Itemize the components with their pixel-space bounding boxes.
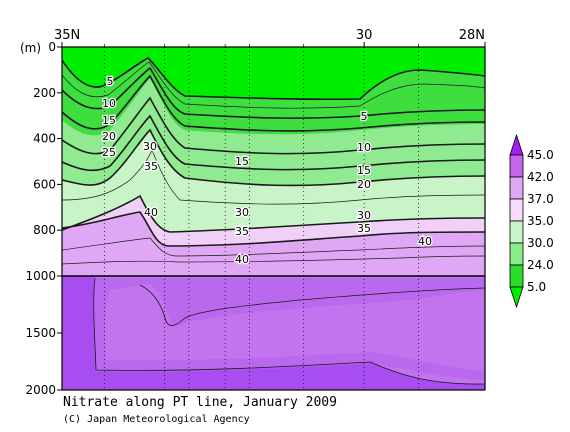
contour-line-45 (139, 284, 485, 326)
contour-line-20 (62, 96, 485, 155)
contour-label: 35 (235, 225, 249, 238)
contour-label: 35 (357, 222, 371, 235)
contour-label: 40 (235, 253, 249, 266)
contour-lines (62, 57, 485, 385)
contour-label: 20 (357, 178, 371, 191)
colorbar-level-label: 42.0 (527, 170, 554, 184)
contour-line-fine-a (62, 61, 485, 109)
contour-label: 30 (235, 206, 249, 219)
y-tick-label: 1000 (25, 269, 56, 283)
colorbar-level-label: 24.0 (527, 258, 554, 272)
contour-line-30 (62, 128, 485, 187)
y-unit-label: (m) (20, 41, 41, 55)
contour-label: 35 (144, 160, 158, 173)
band-fill-35-37 (62, 196, 485, 246)
colorbar-segment (509, 176, 524, 200)
contour-label: 30 (143, 140, 157, 153)
contour-label: 25 (102, 146, 116, 159)
band-fill-core (93, 278, 485, 380)
contour-label: 10 (102, 97, 116, 110)
colorbar-segment (509, 264, 524, 288)
contour-line-35 (62, 194, 485, 233)
contour-line-25 (62, 114, 485, 172)
contour-line-42 (93, 277, 485, 385)
colorbar-bottom-arrow (509, 286, 524, 309)
colorbar: 45.0 42.0 37.0 35.0 30.0 24.0 5.0 (509, 133, 554, 309)
colorbar-level-label: 5.0 (527, 280, 546, 294)
y-tick-label: 1500 (25, 326, 56, 340)
contour-label: 40 (418, 235, 432, 248)
contour-label: 30 (357, 209, 371, 222)
contour-label: 20 (102, 130, 116, 143)
contour-line-5 (62, 57, 485, 101)
x-tick-label: 35N (54, 28, 80, 43)
contour-label: 15 (357, 164, 371, 177)
contour-label: 10 (357, 141, 371, 154)
plot-frame (61, 46, 486, 391)
contour-line-fine-c (62, 237, 485, 257)
x-tick-label: 28N (459, 28, 485, 43)
contour-label: 15 (235, 155, 249, 168)
contour-line-fine-d (62, 255, 485, 265)
band-fill-low (62, 47, 485, 100)
contour-line-fine-b (62, 149, 485, 205)
contour-line-15 (62, 74, 485, 132)
colorbar-level-label: 30.0 (527, 236, 554, 250)
contour-label: 5 (107, 75, 114, 88)
y-tick-label: 200 (33, 86, 56, 100)
y-tick-label: 0 (48, 40, 56, 54)
y-axis: 0 200 400 600 800 1000 1500 2000 (25, 40, 62, 397)
band-fill-24-30 (62, 78, 485, 186)
colorbar-segment (509, 154, 524, 178)
colorbar-level-label: 35.0 (527, 214, 554, 228)
chart-title: Nitrate along PT line, January 2009 (63, 395, 337, 410)
band-fill-37-42 (62, 212, 485, 276)
y-tick-label: 2000 (25, 383, 56, 397)
contour-label: 15 (102, 114, 116, 127)
x-tick-label: 30 (356, 28, 373, 43)
contour-label: 5 (361, 110, 368, 123)
contour-line-10 (62, 66, 485, 119)
colorbar-top-arrow (509, 133, 524, 156)
colorbar-segment (509, 220, 524, 244)
chart-credit: (C) Japan Meteorological Agency (63, 414, 250, 425)
colorbar-level-label: 37.0 (527, 192, 554, 206)
band-fill-30-35 (62, 130, 485, 232)
y-tick-label: 600 (33, 177, 56, 191)
colorbar-segment (509, 198, 524, 222)
x-axis: 35N 30 28N (54, 28, 486, 47)
y-tick-label: 800 (33, 223, 56, 237)
y-tick-label: 400 (33, 132, 56, 146)
colorbar-level-label: 45.0 (527, 148, 554, 162)
colorbar-segment (509, 242, 524, 266)
band-fill-5-24 (62, 58, 485, 136)
contour-label: 40 (144, 206, 158, 219)
contour-line-40 (62, 211, 485, 247)
